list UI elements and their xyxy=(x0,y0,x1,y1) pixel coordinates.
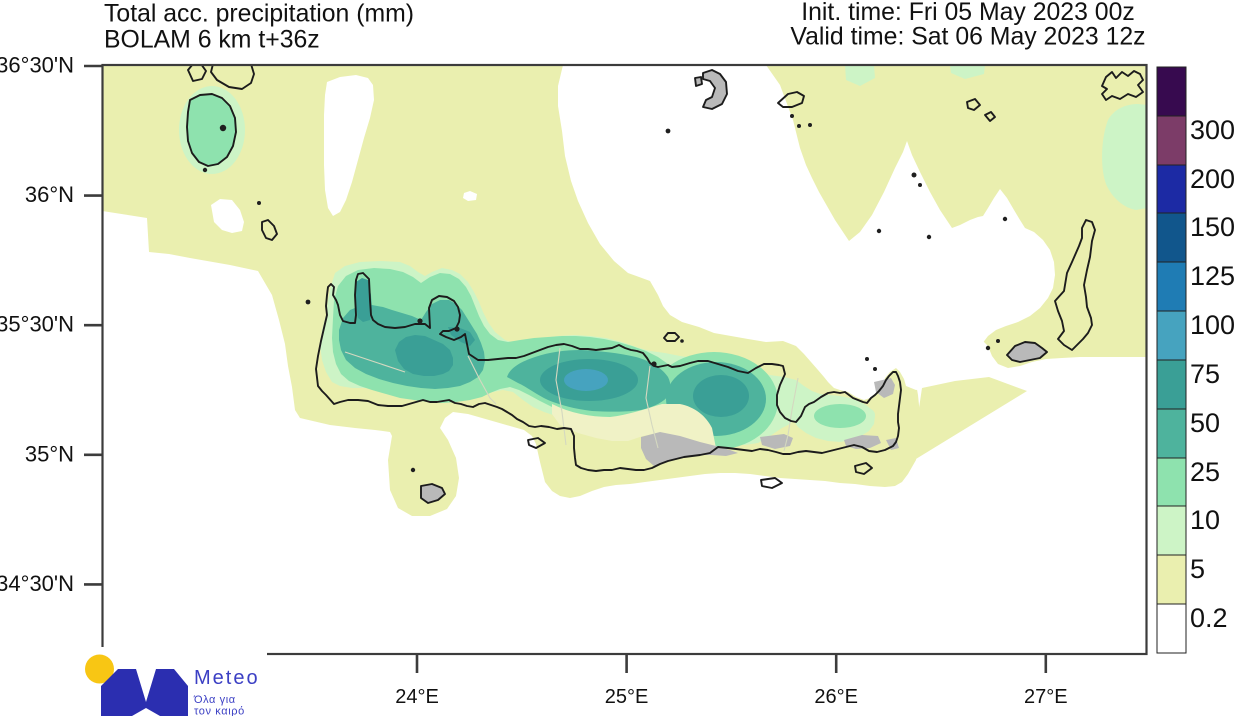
svg-text:Total acc. precipitation (mm): Total acc. precipitation (mm) xyxy=(104,1,414,28)
svg-text:36°N: 36°N xyxy=(25,182,74,207)
svg-text:35°N: 35°N xyxy=(25,441,74,466)
svg-text:BOLAM 6 km t+36z: BOLAM 6 km t+36z xyxy=(104,27,320,54)
svg-text:36°30'N: 36°30'N xyxy=(0,53,74,78)
svg-text:50: 50 xyxy=(1190,408,1220,438)
svg-text:25: 25 xyxy=(1190,457,1220,487)
svg-text:0.2: 0.2 xyxy=(1190,603,1228,633)
svg-text:75: 75 xyxy=(1190,359,1220,389)
svg-text:Όλα για: Όλα για xyxy=(193,694,236,706)
svg-text:τον καιρό: τον καιρό xyxy=(194,706,245,716)
svg-text:35°30'N: 35°30'N xyxy=(0,312,74,337)
svg-text:125: 125 xyxy=(1190,261,1235,291)
svg-text:25°E: 25°E xyxy=(605,686,649,708)
svg-text:5: 5 xyxy=(1190,554,1205,584)
svg-text:200: 200 xyxy=(1190,164,1235,194)
svg-text:10: 10 xyxy=(1190,505,1220,535)
svg-text:150: 150 xyxy=(1190,212,1235,242)
svg-text:Init. time: Fri 05 May 2023 00: Init. time: Fri 05 May 2023 00z xyxy=(801,0,1135,26)
svg-text:34°30'N: 34°30'N xyxy=(0,571,74,596)
svg-text:27°E: 27°E xyxy=(1024,686,1068,708)
svg-text:24°E: 24°E xyxy=(395,686,439,708)
svg-text:Valid time: Sat 06 May 2023 12: Valid time: Sat 06 May 2023 12z xyxy=(790,24,1145,51)
svg-text:100: 100 xyxy=(1190,310,1235,340)
svg-text:26°E: 26°E xyxy=(814,686,858,708)
svg-text:300: 300 xyxy=(1190,115,1235,145)
svg-text:Meteo: Meteo xyxy=(194,667,260,689)
